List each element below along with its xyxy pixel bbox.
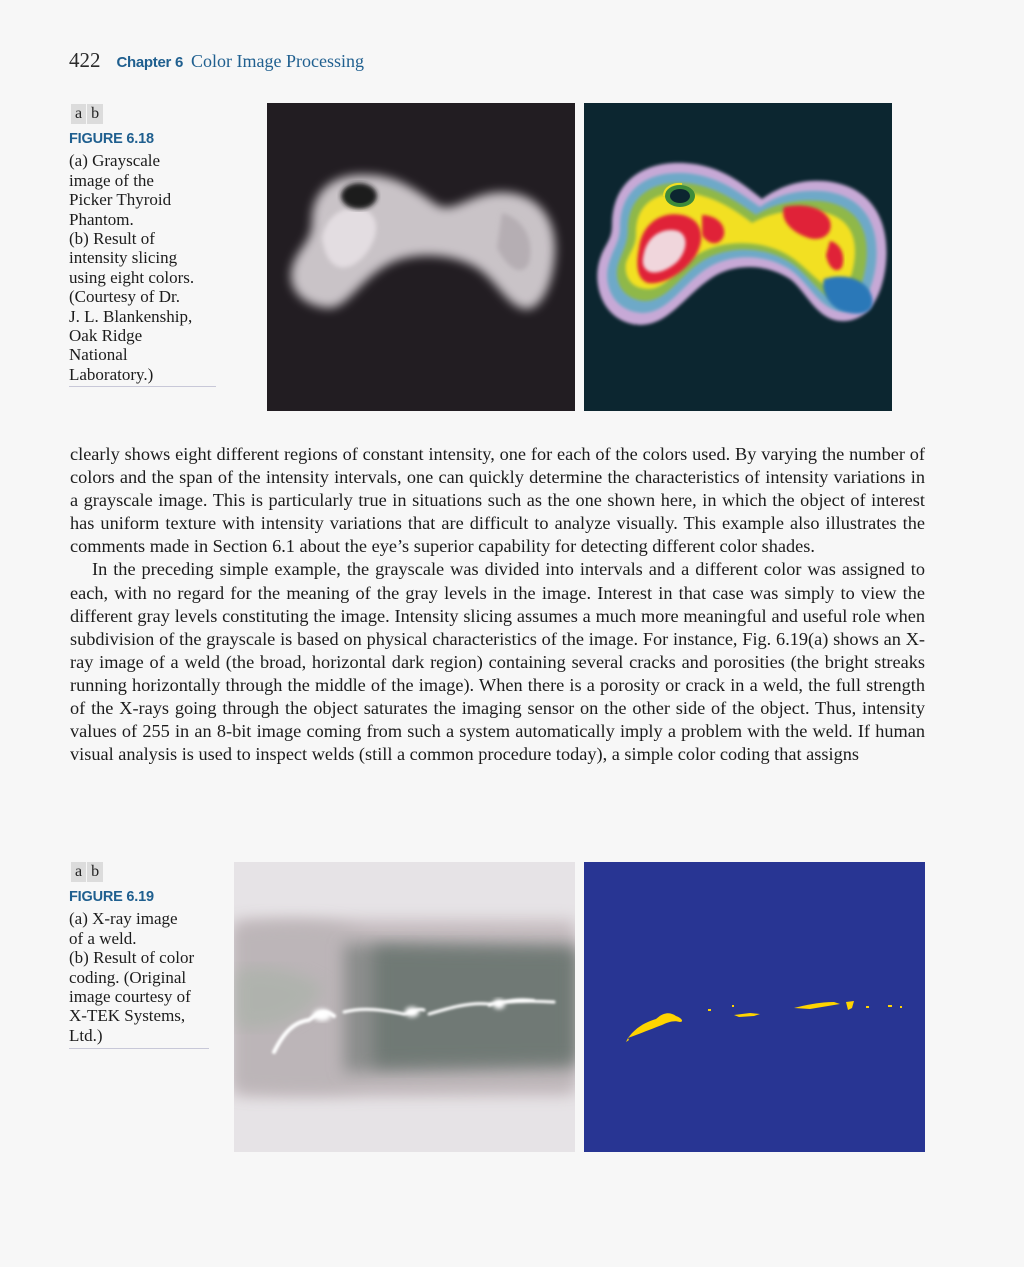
caption-line: using eight colors. [69,267,195,287]
chapter-title: Color Image Processing [191,51,364,71]
figure-6-18-number: FIGURE 6.18 [69,131,154,147]
thyroid-intensity-sliced-image [584,103,892,411]
thyroid-grayscale-image [267,103,575,411]
caption-line: Picker Thyroid [69,190,172,210]
figure-6-19-number: FIGURE 6.19 [69,889,154,905]
caption-line: Oak Ridge [69,326,143,346]
panel-label-b: b [87,104,104,124]
figure-6-18-panel-labels: a b [71,104,104,124]
caption-line: J. L. Blankenship, [69,306,193,326]
caption-line: Laboratory.) [69,364,154,384]
chapter-label: Chapter 6 [116,54,184,71]
caption-line: coding. (Original [69,967,187,987]
caption-line: intensity slicing [69,248,178,268]
body-text: clearly shows eight different regions of… [70,443,925,766]
caption-line: of a weld. [69,928,137,948]
caption-line: (b) Result of [69,229,155,249]
weld-color-coded-image [584,862,925,1152]
panel-label-b: b [87,862,104,882]
figure-6-19-caption: FIGURE 6.19 (a) X-ray image of a weld. (… [69,888,194,1045]
caption-line: Phantom. [69,209,134,229]
paragraph: clearly shows eight different regions of… [70,444,925,557]
panel-label-a: a [71,104,87,124]
caption-line: image of the [69,170,154,190]
caption-line: (Courtesy of Dr. [69,287,180,307]
caption-rule [69,1048,209,1049]
running-head: 422 Chapter 6 Color Image Processing [69,48,364,76]
caption-line: (a) X-ray image [69,909,178,929]
figure-6-18-caption: FIGURE 6.18 (a) Grayscale image of the P… [69,130,194,384]
page-number: 422 [69,48,101,72]
caption-line: (a) Grayscale [69,151,161,171]
paragraph: In the preceding simple example, the gra… [70,559,925,765]
caption-line: Ltd.) [69,1025,103,1045]
caption-line: image courtesy of [69,987,191,1007]
caption-line: (b) Result of color [69,948,195,968]
weld-xray-image [234,862,575,1152]
panel-label-a: a [71,862,87,882]
figure-6-19-panel-labels: a b [71,862,104,882]
caption-line: National [69,345,128,365]
caption-line: X-TEK Systems, [69,1006,186,1026]
caption-rule [69,386,216,387]
